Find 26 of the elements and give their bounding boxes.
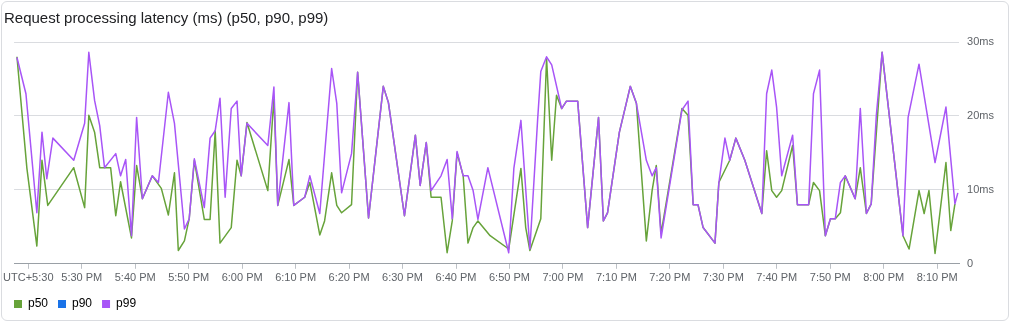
- y-tick-label: 10ms: [967, 182, 995, 195]
- y-tick-label: 20ms: [967, 108, 995, 121]
- x-tick-label: 6:00 PM: [221, 271, 263, 284]
- x-tick-label: 5:30 PM: [61, 271, 103, 284]
- x-tick-label: 7:20 PM: [649, 271, 691, 284]
- x-tick-label: 7:10 PM: [595, 271, 637, 284]
- legend-label: p50: [28, 296, 49, 311]
- x-tick-label: 5:50 PM: [168, 271, 210, 284]
- x-tick-label: 6:20 PM: [328, 271, 370, 284]
- x-tick-label: 7:50 PM: [809, 271, 851, 284]
- legend-label: p99: [116, 296, 137, 311]
- y-tick-label: 30ms: [967, 35, 995, 48]
- x-tick-label: 7:00 PM: [542, 271, 584, 284]
- x-tick-label: 5:40 PM: [114, 271, 156, 284]
- x-tick-label: 6:30 PM: [382, 271, 424, 284]
- x-tick-label: 6:50 PM: [488, 271, 530, 284]
- x-tick-label: 6:10 PM: [275, 271, 317, 284]
- x-tick-label: 7:30 PM: [702, 271, 744, 284]
- x-tick-label: UTC+5:30: [3, 271, 54, 284]
- y-tick-label: 0: [967, 256, 974, 269]
- x-tick-label: 6:40 PM: [435, 271, 477, 284]
- x-tick-label: 7:40 PM: [756, 271, 798, 284]
- x-tick-label: 8:00 PM: [863, 271, 905, 284]
- x-tick-label: 8:10 PM: [916, 271, 958, 284]
- chart-title: Request processing latency (ms) (p50, p90, p99): [4, 9, 329, 27]
- legend-label: p90: [72, 296, 93, 311]
